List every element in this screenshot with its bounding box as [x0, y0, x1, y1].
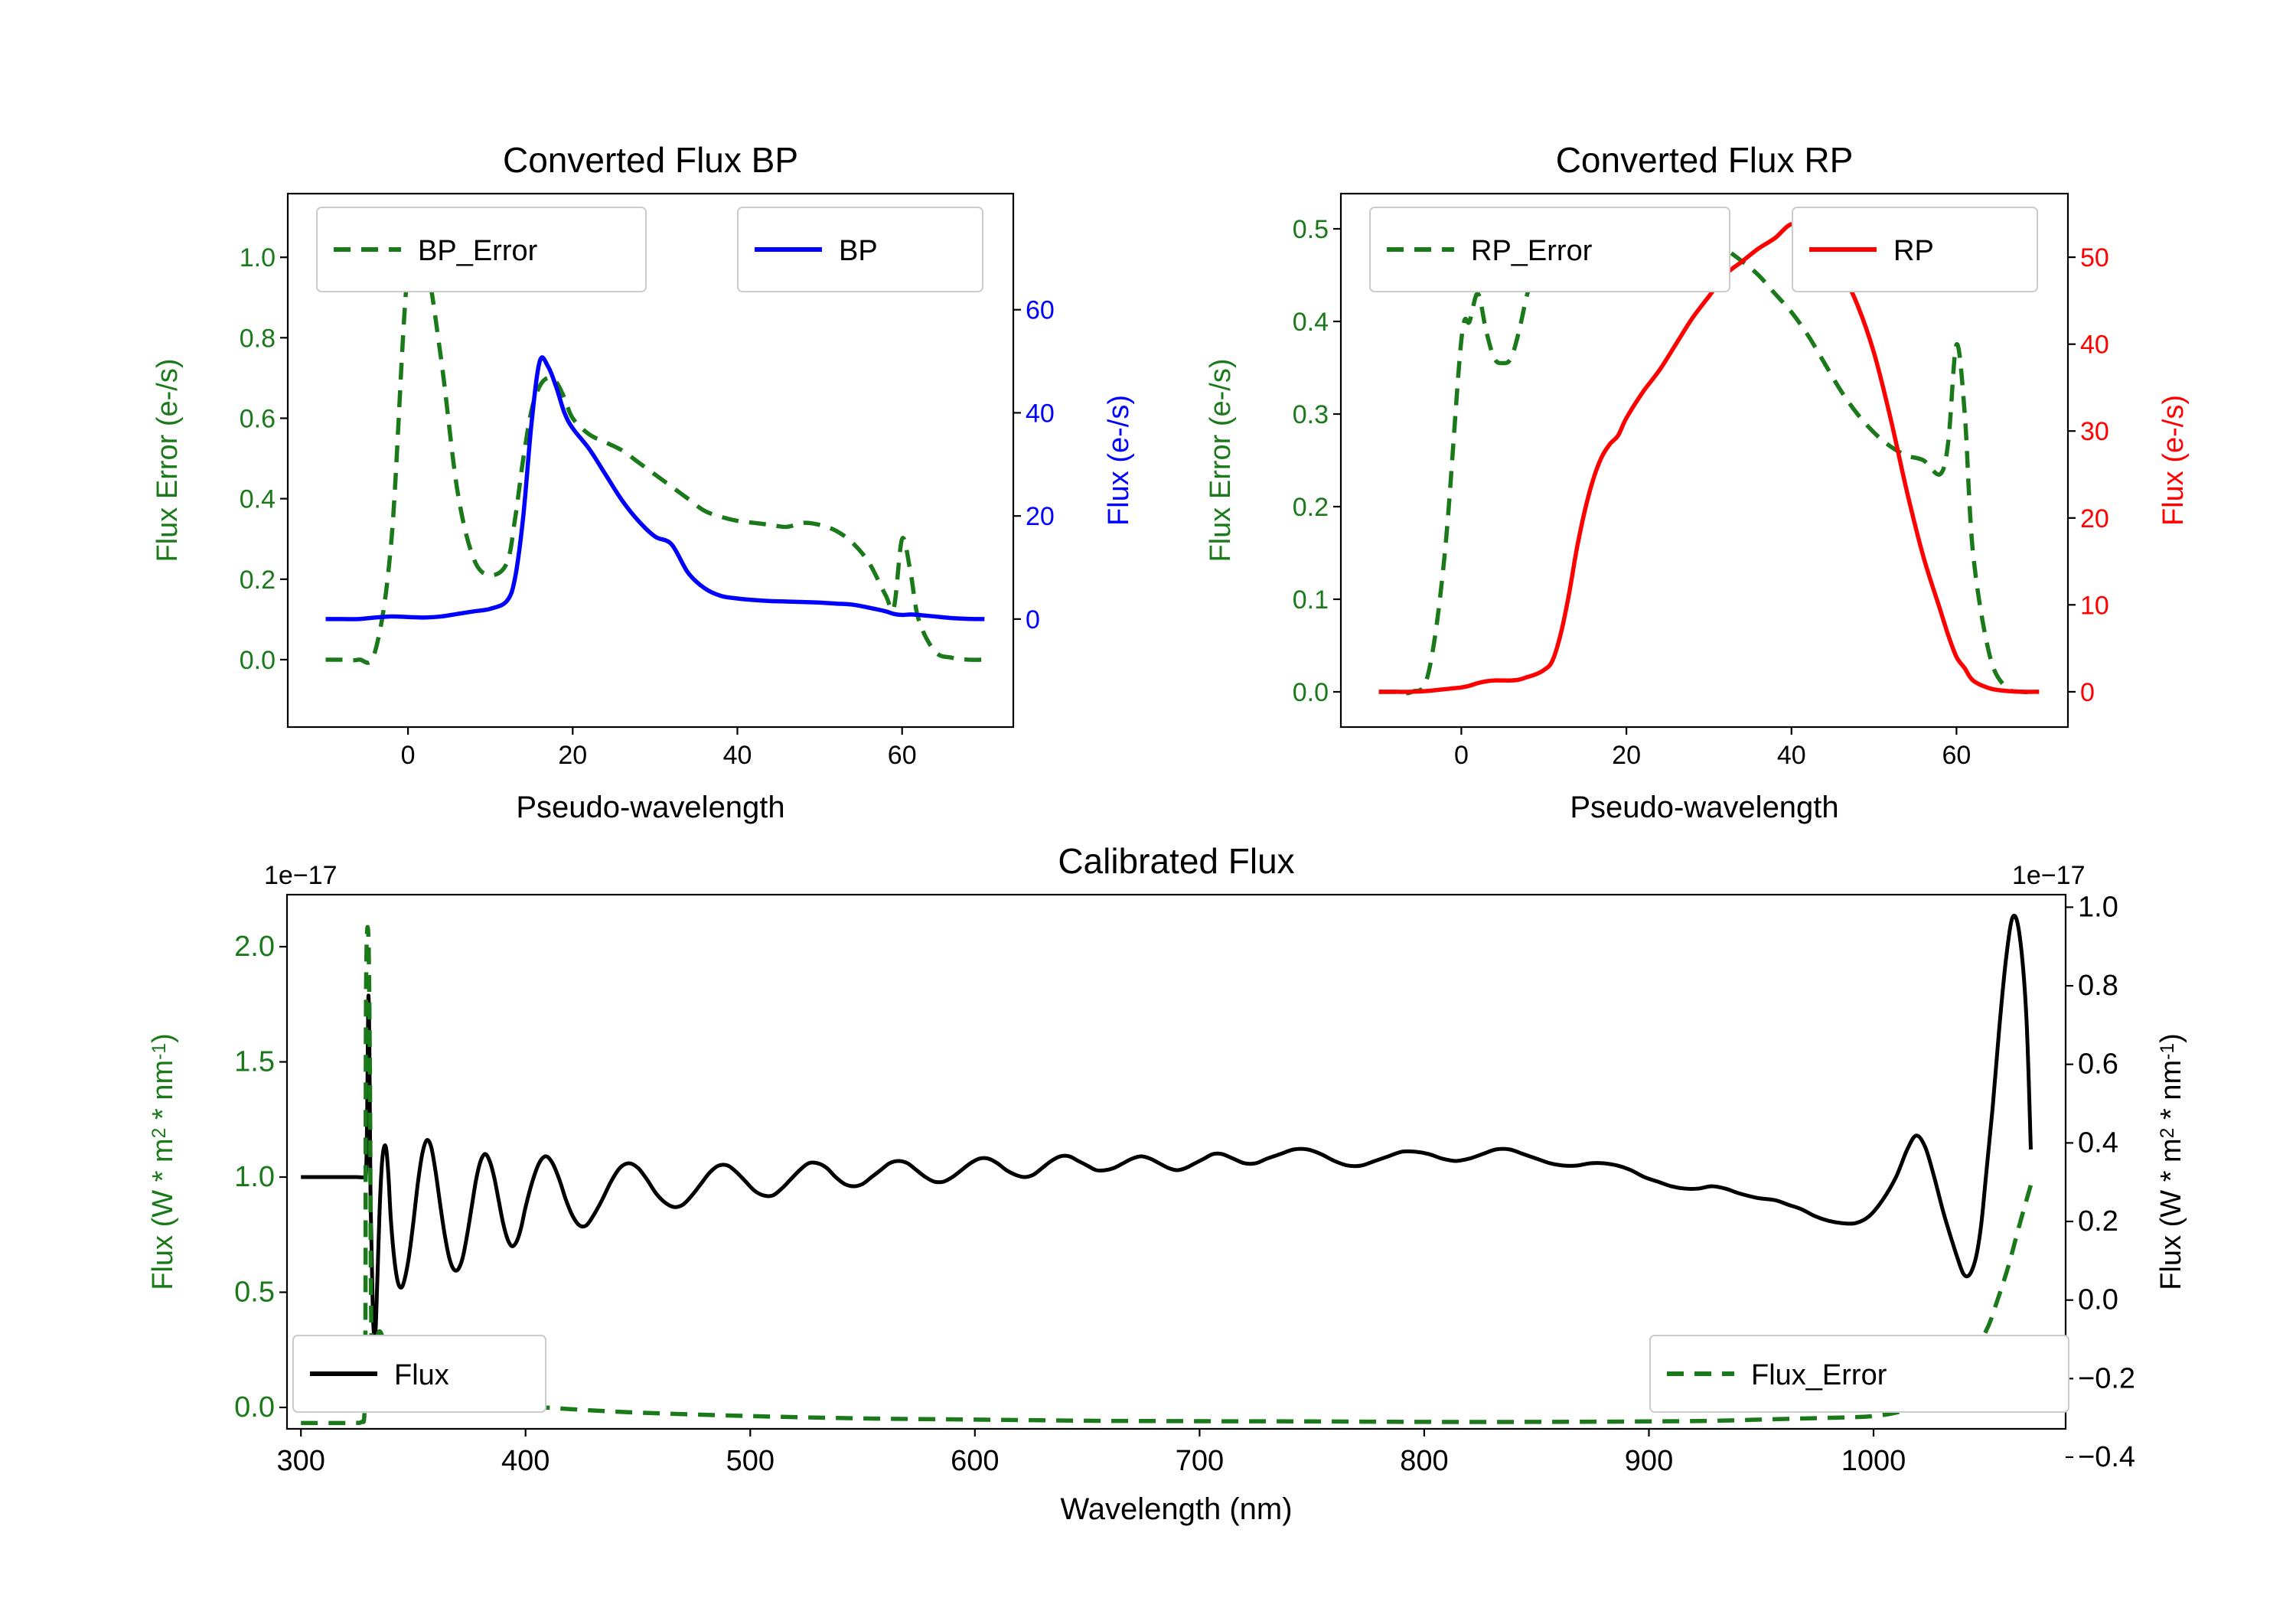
svg-text:−0.4: −0.4: [2078, 1441, 2135, 1473]
svg-text:RP: RP: [1893, 235, 1934, 267]
svg-text:800: 800: [1400, 1445, 1448, 1477]
svg-text:1e−17: 1e−17: [2012, 861, 2086, 890]
svg-text:Flux Error (e-/s): Flux Error (e-/s): [152, 359, 184, 563]
svg-text:0.5: 0.5: [234, 1277, 275, 1309]
svg-text:20: 20: [558, 741, 587, 770]
svg-text:60: 60: [1942, 741, 1971, 770]
svg-text:900: 900: [1625, 1445, 1673, 1477]
svg-text:0.0: 0.0: [240, 646, 276, 675]
svg-text:60: 60: [888, 741, 917, 770]
svg-text:Pseudo-wavelength: Pseudo-wavelength: [516, 791, 784, 824]
svg-text:0.5: 0.5: [1293, 215, 1329, 244]
svg-text:0: 0: [2080, 678, 2095, 707]
svg-text:0.1: 0.1: [1293, 585, 1329, 615]
svg-text:40: 40: [2080, 331, 2109, 360]
svg-text:400: 400: [501, 1445, 550, 1477]
svg-text:500: 500: [726, 1445, 775, 1477]
svg-text:Flux (W * m2 * nm-1): Flux (W * m2 * nm-1): [147, 1033, 179, 1290]
svg-text:20: 20: [1026, 502, 1055, 531]
svg-text:0.6: 0.6: [240, 405, 276, 434]
svg-text:Flux_Error: Flux_Error: [1751, 1359, 1887, 1391]
svg-text:0: 0: [1026, 605, 1040, 634]
svg-text:60: 60: [1026, 296, 1055, 325]
svg-text:20: 20: [1612, 741, 1641, 770]
svg-text:0.2: 0.2: [1293, 493, 1329, 522]
svg-text:0.6: 0.6: [2078, 1048, 2118, 1081]
svg-text:Calibrated Flux: Calibrated Flux: [1058, 841, 1294, 881]
svg-text:Converted Flux BP: Converted Flux BP: [503, 140, 798, 180]
svg-text:0.4: 0.4: [1293, 308, 1329, 337]
svg-text:40: 40: [723, 741, 752, 770]
svg-text:300: 300: [276, 1445, 325, 1477]
svg-text:0.0: 0.0: [1293, 678, 1329, 707]
svg-text:0.4: 0.4: [240, 485, 276, 514]
svg-text:1.0: 1.0: [240, 243, 276, 272]
svg-text:0: 0: [1454, 741, 1469, 770]
svg-text:0.2: 0.2: [2078, 1205, 2118, 1238]
svg-text:−0.2: −0.2: [2078, 1362, 2135, 1394]
svg-text:Wavelength (nm): Wavelength (nm): [1060, 1492, 1292, 1526]
svg-text:0: 0: [401, 741, 416, 770]
svg-text:Converted Flux RP: Converted Flux RP: [1556, 140, 1854, 180]
svg-text:0.2: 0.2: [240, 566, 276, 595]
svg-text:10: 10: [2080, 591, 2109, 620]
svg-text:1000: 1000: [1841, 1445, 1906, 1477]
svg-text:Pseudo-wavelength: Pseudo-wavelength: [1570, 791, 1838, 824]
svg-text:700: 700: [1176, 1445, 1224, 1477]
svg-text:0.0: 0.0: [234, 1391, 275, 1423]
svg-text:0.3: 0.3: [1293, 400, 1329, 429]
svg-text:1.0: 1.0: [234, 1161, 275, 1193]
svg-text:Flux: Flux: [394, 1359, 449, 1391]
svg-text:40: 40: [1777, 741, 1806, 770]
svg-text:30: 30: [2080, 417, 2109, 446]
svg-text:600: 600: [951, 1445, 999, 1477]
svg-text:RP_Error: RP_Error: [1471, 235, 1593, 267]
svg-text:Flux (e-/s): Flux (e-/s): [2157, 395, 2190, 526]
svg-text:1.5: 1.5: [234, 1046, 275, 1078]
svg-text:Flux (W * m2 * nm-1): Flux (W * m2 * nm-1): [2155, 1033, 2187, 1290]
svg-text:2.0: 2.0: [234, 931, 275, 963]
svg-text:0.0: 0.0: [2078, 1284, 2118, 1316]
svg-text:1e−17: 1e−17: [264, 861, 338, 890]
svg-text:Flux Error (e-/s): Flux Error (e-/s): [1205, 359, 1237, 563]
svg-text:BP_Error: BP_Error: [418, 235, 538, 267]
svg-text:0.8: 0.8: [2078, 970, 2118, 1002]
svg-text:20: 20: [2080, 504, 2109, 533]
svg-text:1.0: 1.0: [2078, 891, 2118, 923]
svg-text:0.8: 0.8: [240, 324, 276, 353]
svg-text:50: 50: [2080, 243, 2109, 272]
svg-text:0.4: 0.4: [2078, 1127, 2118, 1159]
svg-text:BP: BP: [839, 235, 878, 267]
svg-text:Flux (e-/s): Flux (e-/s): [1103, 395, 1135, 526]
svg-text:40: 40: [1026, 399, 1055, 428]
